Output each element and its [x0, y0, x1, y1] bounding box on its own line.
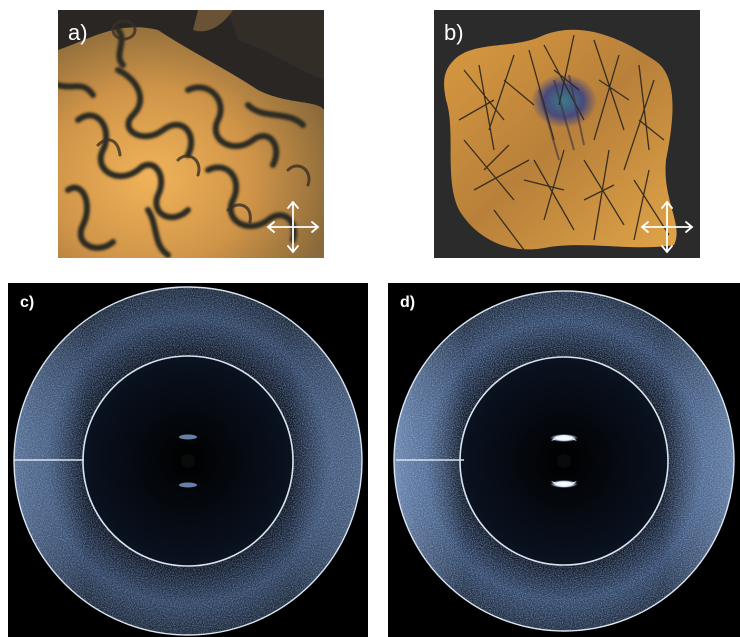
schlieren-texture	[58, 10, 324, 258]
xrd-pattern-c	[8, 283, 368, 637]
panel-b-pom-image: b)	[434, 10, 700, 258]
panel-c-xrd-pattern: c)	[8, 283, 368, 637]
xrd-pattern-d	[388, 283, 740, 637]
crossed-polarizers-icon	[640, 200, 694, 254]
panel-a-pom-image: a)	[58, 10, 324, 258]
panel-d-xrd-pattern: d)	[388, 283, 740, 637]
crossed-polarizers-icon	[266, 200, 320, 254]
fan-texture	[434, 10, 700, 258]
